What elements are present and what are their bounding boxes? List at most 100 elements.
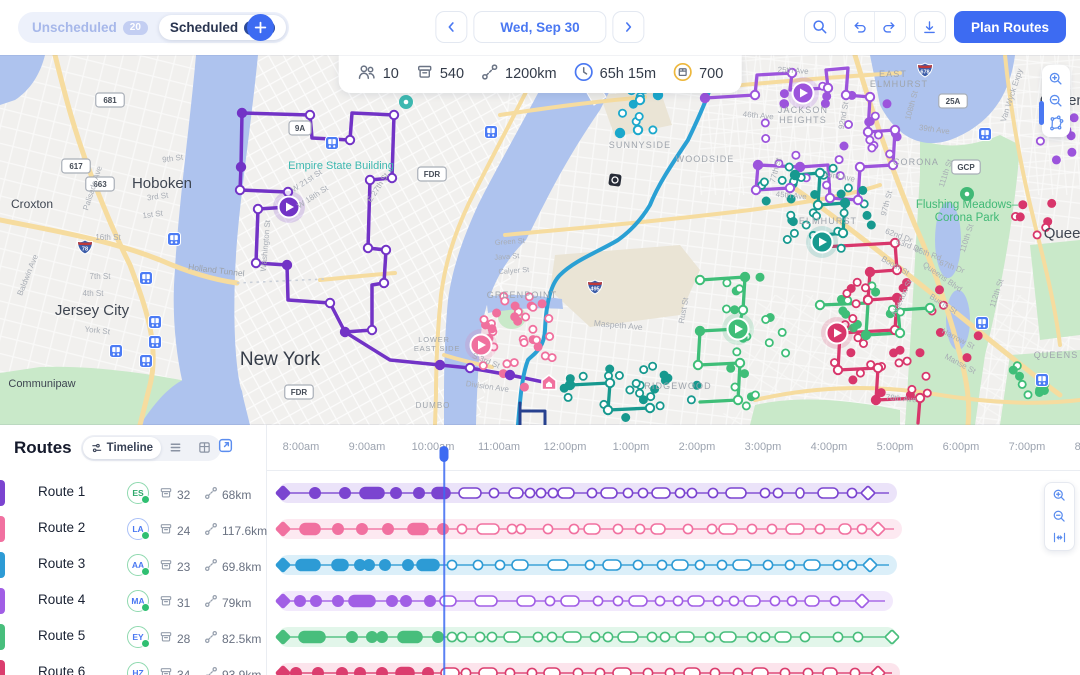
route-stop[interactable] xyxy=(836,243,846,253)
route-stop[interactable] xyxy=(915,348,925,358)
timeline-stop[interactable] xyxy=(795,487,805,499)
timeline-stop[interactable] xyxy=(515,523,527,535)
timeline-stop[interactable] xyxy=(712,595,724,607)
route-stop[interactable] xyxy=(739,271,751,283)
route-stop[interactable] xyxy=(434,359,446,371)
timeline-stop[interactable] xyxy=(488,487,500,499)
route-stop[interactable] xyxy=(510,301,520,311)
route-stop[interactable] xyxy=(734,357,746,369)
current-time-handle[interactable] xyxy=(439,446,449,462)
timeline-stop[interactable] xyxy=(683,667,701,675)
timeline-stop[interactable] xyxy=(654,595,666,607)
route-stop[interactable] xyxy=(854,161,866,173)
route-stop[interactable] xyxy=(252,203,264,215)
route-stop[interactable] xyxy=(692,380,702,390)
timeline-stop[interactable] xyxy=(759,487,771,499)
route-stop[interactable] xyxy=(344,134,356,146)
map-lasso-button[interactable] xyxy=(1043,112,1069,134)
route-stop[interactable] xyxy=(859,338,869,348)
route-stop[interactable] xyxy=(839,141,849,151)
timeline-stop[interactable] xyxy=(472,559,484,571)
route-stop[interactable] xyxy=(761,314,771,324)
route-stop[interactable] xyxy=(872,362,884,374)
timeline-stop[interactable] xyxy=(456,523,468,535)
route-stop[interactable] xyxy=(784,182,796,194)
timeline-stop[interactable] xyxy=(762,559,774,571)
timeline-stop[interactable] xyxy=(785,523,805,535)
route-stop[interactable] xyxy=(973,331,983,341)
timeline-stop[interactable] xyxy=(355,523,368,536)
timeline-stop[interactable] xyxy=(407,522,429,536)
route-stop[interactable] xyxy=(519,338,529,348)
route-stop[interactable] xyxy=(281,259,293,271)
timeline-stop[interactable] xyxy=(331,558,349,572)
route-stop[interactable] xyxy=(692,359,704,371)
route-stop[interactable] xyxy=(364,174,376,186)
route-stop[interactable] xyxy=(1051,155,1061,165)
timeline-stop[interactable] xyxy=(634,523,646,535)
timeline-stop[interactable] xyxy=(759,631,771,643)
route-stop[interactable] xyxy=(844,120,854,130)
route-stop[interactable] xyxy=(1023,390,1033,400)
route-stop[interactable] xyxy=(634,112,644,122)
route-stop[interactable] xyxy=(922,388,932,398)
route-stop[interactable] xyxy=(873,130,883,140)
route-stop[interactable] xyxy=(889,348,899,358)
route-stop[interactable] xyxy=(779,89,789,99)
timeline-stop[interactable] xyxy=(779,667,791,675)
route-stop[interactable] xyxy=(864,117,874,127)
route-stop[interactable] xyxy=(1017,379,1027,389)
timeline-stop[interactable] xyxy=(672,595,684,607)
timeline-stop[interactable] xyxy=(622,487,634,499)
route-stop[interactable] xyxy=(464,362,476,374)
timeline-stop[interactable] xyxy=(365,631,378,644)
route-stop[interactable] xyxy=(578,371,588,381)
route-stop[interactable] xyxy=(894,327,906,339)
timeline-stop[interactable] xyxy=(460,667,472,675)
route-stop[interactable] xyxy=(1066,131,1076,141)
route-stop[interactable] xyxy=(843,295,853,305)
timeline-stop[interactable] xyxy=(617,631,639,643)
timeline-stop[interactable] xyxy=(704,631,716,643)
route-stop[interactable] xyxy=(852,194,864,206)
timeline-stop[interactable] xyxy=(275,593,291,609)
timeline-stop[interactable] xyxy=(544,595,556,607)
timeline-stop[interactable] xyxy=(870,665,886,675)
date-picker[interactable]: Wed, Sep 30 xyxy=(473,11,607,43)
timeline-stop[interactable] xyxy=(802,667,814,675)
route-stop[interactable] xyxy=(824,192,836,204)
timeline-stop[interactable] xyxy=(478,667,498,675)
route-stop[interactable] xyxy=(774,158,784,168)
timeline-stop[interactable] xyxy=(275,557,291,573)
route-stop[interactable] xyxy=(840,89,852,101)
timeline-stop[interactable] xyxy=(612,595,624,607)
route-stop[interactable] xyxy=(864,266,876,278)
route-stop[interactable] xyxy=(812,211,822,221)
route-stop[interactable] xyxy=(388,109,400,121)
timeline-stop[interactable] xyxy=(637,487,649,499)
route-stop[interactable] xyxy=(639,365,649,375)
route-stop[interactable] xyxy=(537,299,547,309)
timeline-fit-button[interactable] xyxy=(1047,527,1073,548)
route-stop[interactable] xyxy=(862,126,874,138)
route-stop[interactable] xyxy=(848,313,858,323)
search-button[interactable] xyxy=(803,11,836,43)
route-stop[interactable] xyxy=(895,307,905,317)
vehicle-marker[interactable] xyxy=(722,313,754,345)
timeline-stop[interactable] xyxy=(375,631,388,644)
timeline-stop[interactable] xyxy=(766,523,778,535)
route-stop[interactable] xyxy=(782,234,792,244)
timeline-stop[interactable] xyxy=(671,559,689,571)
route-stop[interactable] xyxy=(842,288,852,298)
route-row[interactable]: Route 4 MA 31 79km xyxy=(0,583,266,619)
vehicle-marker[interactable] xyxy=(787,77,819,109)
vehicle-marker[interactable] xyxy=(806,226,838,258)
timeline-stop[interactable] xyxy=(312,667,324,675)
route-stop[interactable] xyxy=(741,401,751,411)
timeline-stop[interactable] xyxy=(516,595,536,607)
vehicle-marker[interactable] xyxy=(821,317,853,349)
timeline-stop[interactable] xyxy=(656,559,668,571)
route-stop[interactable] xyxy=(759,177,769,187)
route-stop[interactable] xyxy=(509,358,519,368)
route-stop[interactable] xyxy=(650,384,660,394)
